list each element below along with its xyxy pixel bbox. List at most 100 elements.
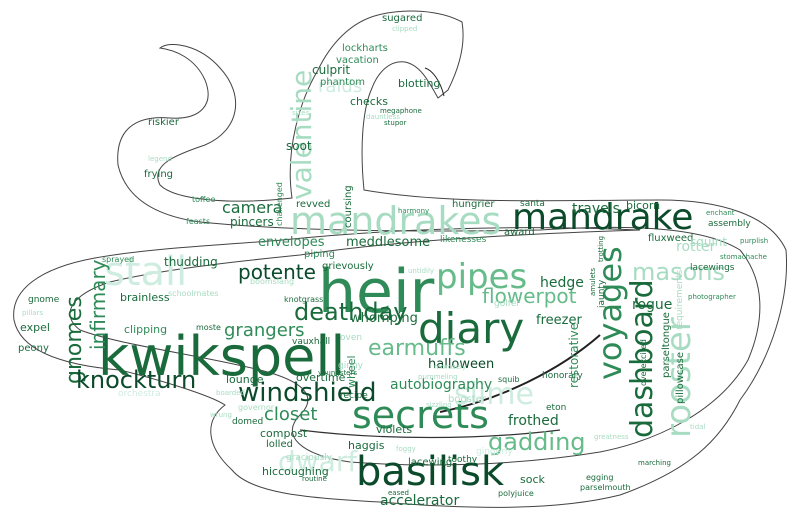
word-infirmary: infirmary xyxy=(86,259,110,351)
word-bicorn: bicorn xyxy=(626,199,661,212)
word-domed: domed xyxy=(232,417,264,427)
word-coursing: coursing xyxy=(343,185,354,228)
word-sprayed: sprayed xyxy=(102,255,135,264)
word-recipe: recipe xyxy=(340,391,368,401)
word-valentine: valentine xyxy=(285,69,318,200)
word-halloween: halloween xyxy=(428,357,495,372)
word-dwarf: dwarf xyxy=(278,445,358,478)
word-feasts: feasts xyxy=(186,217,211,226)
word-wrung: wrung xyxy=(210,411,232,419)
word-toffee: toffee xyxy=(192,195,216,204)
word-squib: squib xyxy=(498,375,520,384)
word-rogue: rogue xyxy=(632,297,673,313)
word-greatness: greatness xyxy=(594,433,629,441)
word-closet: closet xyxy=(264,404,318,425)
word-peony: peony xyxy=(18,343,49,354)
word-brainless: brainless xyxy=(120,291,170,304)
word-toothy: toothy xyxy=(448,455,478,465)
word-marching: marching xyxy=(638,459,671,467)
word-boarded: boarded xyxy=(216,389,245,397)
word-meddlesome: meddlesome xyxy=(346,235,431,250)
word-flowerpot: flowerpot xyxy=(482,284,577,308)
word-requirements: requirements xyxy=(675,269,685,330)
word-likenesses: likenesses xyxy=(440,235,487,245)
word-sock: sock xyxy=(520,473,545,486)
word-grangers: grangers xyxy=(224,320,305,341)
word-revved: revved xyxy=(296,199,331,210)
word-stomachache: stomachache xyxy=(720,253,767,261)
word-thudding: thudding xyxy=(164,255,218,269)
word-pillars: pillars xyxy=(22,309,44,317)
word-hedge: hedge xyxy=(540,275,584,291)
word-polyjuice: polyjuice xyxy=(498,489,534,498)
word-booster: booster xyxy=(448,394,486,405)
word-dauntless: dauntless xyxy=(366,113,400,121)
word-santa: santa xyxy=(520,199,545,209)
word-governor: governor xyxy=(238,403,275,412)
word-graciously: graciously xyxy=(286,453,333,463)
word-lockharts: lockharts xyxy=(342,43,388,54)
word-challenged: challenged xyxy=(275,182,284,226)
word-jaunty: jaunty xyxy=(597,279,607,308)
word-squint: squint xyxy=(690,235,728,249)
word-restorative: restorative xyxy=(567,322,581,388)
word-masons: masons xyxy=(632,258,725,286)
word-haggis: haggis xyxy=(348,439,385,452)
word-lolled: lolled xyxy=(266,439,293,450)
word-slime: slime xyxy=(454,377,534,412)
word-tidal: tidal xyxy=(690,423,706,431)
word-rotter: rotter xyxy=(676,239,716,255)
word-phantom: phantom xyxy=(320,77,365,88)
word-expel: expel xyxy=(20,321,50,334)
word-riskier: riskier xyxy=(148,117,179,128)
word-photographer: photographer xyxy=(688,293,736,301)
word-frying: frying xyxy=(144,169,174,180)
word-vacation: vacation xyxy=(336,55,379,66)
word-mandrakes: mandrakes xyxy=(290,199,502,243)
word-pummeling: pummeling xyxy=(418,373,458,381)
word-soot: soot xyxy=(286,139,312,153)
word-amulets: amulets xyxy=(589,267,597,296)
word-deathday: deathday xyxy=(294,298,408,326)
word-trotting: trotting xyxy=(597,235,605,262)
word-orchestra: orchestra xyxy=(118,389,161,399)
word-clipping: clipping xyxy=(124,323,168,336)
word-eased: eased xyxy=(388,489,409,497)
word-gingerly: gingerly xyxy=(476,447,513,457)
word-vauxhall: vauxhall xyxy=(292,337,331,347)
word-purplish: purplish xyxy=(740,237,769,245)
word-overtime: overtime xyxy=(296,371,346,384)
word-hungrier: hungrier xyxy=(452,199,495,210)
word-windshield: windshield xyxy=(238,378,377,408)
word-fluxweed: fluxweed xyxy=(648,233,694,244)
word-hiccoughing: hiccoughing xyxy=(262,465,329,478)
word-earmuffs: earmuffs xyxy=(368,336,466,361)
word-knockturn: knockturn xyxy=(76,366,197,394)
word-oven: oven xyxy=(340,333,363,343)
word-stall: stall xyxy=(104,249,188,295)
word-clipped: clipped xyxy=(392,25,418,33)
word-pillowcase: pillowcase xyxy=(675,352,686,404)
word-honorary: honorary xyxy=(542,371,583,381)
word-enchant: enchant xyxy=(706,209,735,217)
word-untidily: untidily xyxy=(408,267,435,275)
word-checks: checks xyxy=(350,95,388,108)
word-blotting: blotting xyxy=(398,77,441,90)
word-schoolmates: schoolmates xyxy=(168,289,219,298)
word-lacewings: lacewings xyxy=(690,263,735,273)
word-lounge: lounge xyxy=(226,373,264,386)
word-autobiography: autobiography xyxy=(390,377,493,393)
word-sizes: sizes xyxy=(292,109,310,117)
word-youngsters: youngsters xyxy=(318,369,357,377)
word-wheel: wheel xyxy=(345,355,358,388)
word-mandrake: mandrake xyxy=(512,197,694,238)
word-violets: violets xyxy=(376,423,413,436)
word-golfer: golfer xyxy=(494,299,521,309)
word-moste: moste xyxy=(196,323,221,332)
word-lacewing: lacewing xyxy=(408,457,453,468)
word-diary: diary xyxy=(418,304,525,353)
word-overexcited: overexcited xyxy=(639,339,648,386)
word-award: award xyxy=(504,227,535,238)
word-parseltongue: parseltongue xyxy=(661,312,672,378)
word-gadding: gadding xyxy=(488,428,586,456)
